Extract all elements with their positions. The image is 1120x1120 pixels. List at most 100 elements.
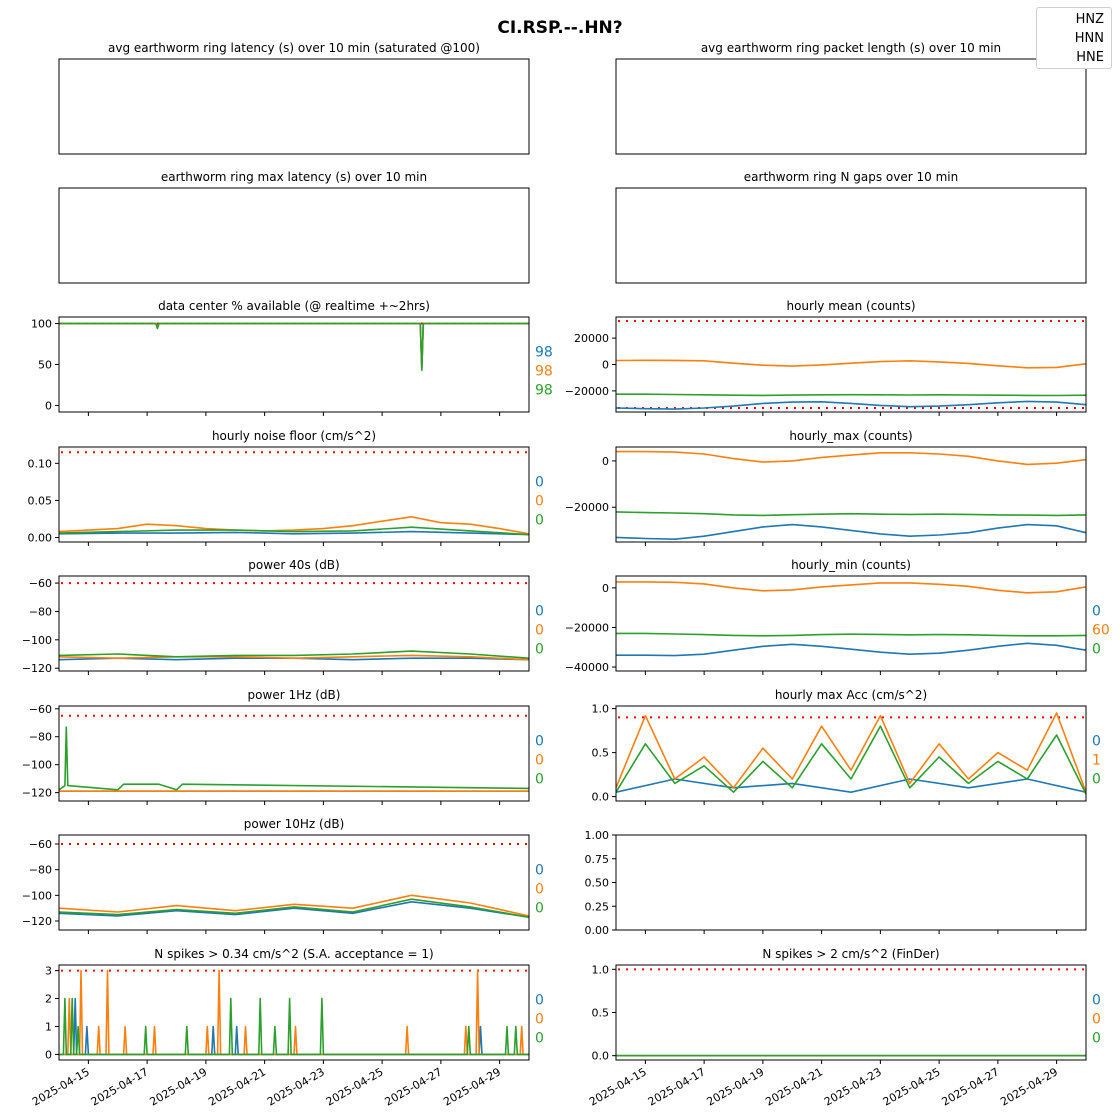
axes-frame	[58, 58, 530, 155]
y-tick-label: 100	[31, 318, 52, 331]
axes-frame	[615, 575, 1087, 672]
chart-title: hourly_max (counts)	[789, 429, 912, 443]
series-line-hnz	[59, 900, 529, 918]
x-tick-label: 2025-04-27	[940, 1065, 1002, 1108]
latest-value-hnn: 0	[535, 494, 544, 510]
legend-entry-hne: HNE	[1076, 50, 1104, 65]
legend: HNZ HNN HNE	[1036, 7, 1112, 69]
y-tick-label: 0.00	[585, 924, 610, 937]
chart-panel-6: hourly noise floor (cm/s^2) 0.00 0.05 0.10 0…	[28, 429, 544, 546]
series-line-hnn	[59, 654, 529, 661]
chart-panel-10: power 1Hz (dB) −120 −100 −80 −60 0 0 0	[22, 688, 544, 805]
latest-value-hnn: 98	[535, 364, 553, 380]
y-tick-label: 3	[45, 965, 52, 978]
axes-frame	[615, 58, 1087, 155]
series-line-hnz	[616, 400, 1086, 410]
latest-value-hnn: 0	[535, 623, 544, 639]
chart-panel-13: 0.00 0.25 0.50 0.75 1.00	[585, 829, 1087, 937]
latest-value-hnz: 0	[1092, 993, 1101, 1009]
latest-value-hne: 98	[535, 383, 553, 399]
series-line-hne	[59, 322, 529, 372]
y-tick-label: −120	[22, 662, 52, 675]
y-tick-label: −20000	[565, 501, 609, 514]
series-line-hne	[59, 650, 529, 659]
series-line-hne	[616, 393, 1086, 397]
y-tick-label: 0	[602, 455, 609, 468]
y-tick-label: −60	[29, 838, 52, 851]
y-tick-label: 20000	[574, 332, 609, 345]
chart-panel-2: earthworm ring max latency (s) over 10 m…	[58, 170, 530, 284]
y-tick-label: 1.0	[592, 963, 610, 976]
chart-panel-7: hourly_max (counts) −20000 0	[565, 429, 1087, 546]
axes-frame	[615, 446, 1087, 543]
series-line-hnn	[616, 359, 1086, 369]
series-line-hnn	[59, 322, 529, 370]
y-tick-label: −100	[22, 889, 52, 902]
chart-title: earthworm ring max latency (s) over 10 m…	[161, 170, 427, 184]
latest-value-hnn: 60	[1092, 623, 1110, 639]
y-tick-label: 0	[602, 582, 609, 595]
y-tick-label: −80	[29, 731, 52, 744]
series-line-hne	[616, 632, 1086, 637]
chart-panel-15: N spikes > 2 cm/s^2 (FinDer) 0.0 0.5 1.0 202…	[587, 947, 1101, 1109]
chart-title: N spikes > 2 cm/s^2 (FinDer)	[762, 947, 939, 961]
chart-title: power 1Hz (dB)	[248, 688, 341, 702]
axes-frame	[615, 964, 1087, 1061]
x-tick-label: 2025-04-15	[587, 1065, 649, 1108]
y-tick-label: 0.5	[592, 747, 610, 760]
y-tick-label: −120	[22, 915, 52, 928]
x-tick-label: 2025-04-19	[148, 1065, 210, 1108]
x-tick-label: 2025-04-17	[646, 1065, 708, 1108]
x-tick-label: 2025-04-23	[265, 1065, 327, 1108]
latest-value-hne: 0	[1092, 1031, 1101, 1047]
y-tick-label: 1.0	[592, 703, 610, 716]
series-line-hne	[616, 511, 1086, 517]
latest-value-hne: 0	[535, 513, 544, 529]
axes-frame	[58, 575, 530, 672]
axes-frame	[58, 834, 530, 931]
y-tick-label: 0	[45, 1048, 52, 1061]
chart-title: N spikes > 0.34 cm/s^2 (S.A. acceptance …	[154, 947, 433, 961]
latest-value-hne: 0	[535, 642, 544, 658]
y-tick-label: 0.0	[592, 791, 610, 804]
legend-entry-hnz: HNZ	[1075, 12, 1104, 27]
latest-value-hnn: 0	[535, 882, 544, 898]
x-tick-label: 2025-04-21	[206, 1065, 268, 1108]
x-tick-label: 2025-04-29	[441, 1065, 503, 1108]
latest-value-hne: 0	[1092, 772, 1101, 788]
chart-panel-4: data center % available (@ realtime +~2h…	[31, 299, 553, 416]
chart-title: hourly max Acc (cm/s^2)	[775, 688, 927, 702]
latest-value-hnz: 0	[1092, 734, 1101, 750]
latest-value-hnz: 0	[535, 734, 544, 750]
x-tick-label: 2025-04-19	[705, 1065, 767, 1108]
series-line-hnz	[616, 778, 1086, 794]
chart-title: hourly noise floor (cm/s^2)	[212, 429, 376, 443]
y-tick-label: 0.05	[28, 494, 53, 507]
y-tick-label: 50	[38, 359, 52, 372]
chart-panel-8: power 40s (dB) −120 −100 −80 −60 0 0 0	[22, 558, 544, 675]
chart-panel-11: hourly max Acc (cm/s^2) 0.0 0.5 1.0 0 1 0	[592, 688, 1101, 805]
series-line-hnn	[616, 581, 1086, 594]
axes-frame	[58, 964, 530, 1061]
x-tick-label: 2025-04-27	[383, 1065, 445, 1108]
chart-panel-14: N spikes > 0.34 cm/s^2 (S.A. acceptance …	[30, 947, 544, 1109]
latest-value-hnz: 0	[535, 863, 544, 879]
chart-panel-9: hourly_min (counts) −40000 −20000 0 0 60 0	[565, 558, 1110, 675]
latest-value-hne: 0	[535, 901, 544, 917]
chart-title: hourly mean (counts)	[786, 299, 915, 313]
y-tick-label: 2	[45, 993, 52, 1006]
series-line-hnn	[616, 712, 1086, 793]
y-tick-label: −80	[29, 864, 52, 877]
chart-title: earthworm ring N gaps over 10 min	[744, 170, 958, 184]
chart-title: power 10Hz (dB)	[244, 817, 345, 831]
axes-frame	[58, 316, 530, 413]
y-tick-label: 0	[602, 359, 609, 372]
chart-panel-5: hourly mean (counts) −20000 0 20000	[565, 299, 1087, 416]
y-tick-label: 0.75	[585, 853, 610, 866]
series-line-hne	[59, 526, 529, 536]
axes-frame	[615, 316, 1087, 413]
latest-value-hne: 0	[535, 1031, 544, 1047]
latest-value-hnz: 0	[535, 475, 544, 491]
axes-frame	[58, 705, 530, 802]
y-tick-label: 0.50	[585, 877, 610, 890]
